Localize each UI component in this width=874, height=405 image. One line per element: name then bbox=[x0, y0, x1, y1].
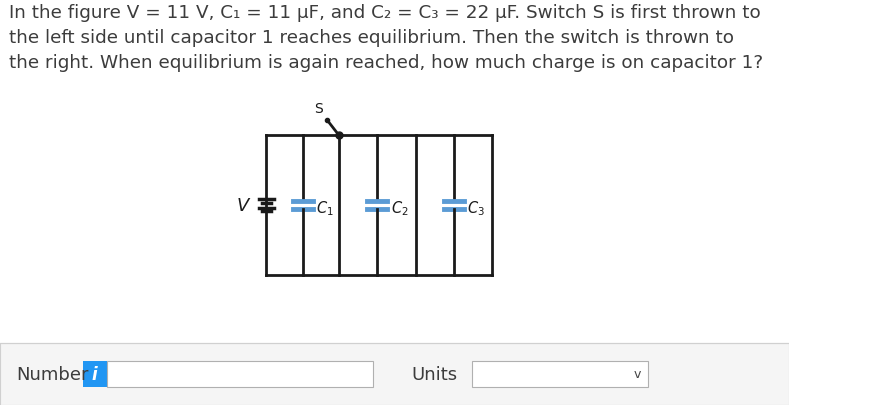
Bar bbox=[107, 361, 373, 387]
Text: $V$: $V$ bbox=[236, 196, 251, 215]
Bar bbox=[471, 361, 648, 387]
Text: S: S bbox=[314, 102, 323, 116]
Text: the left side until capacitor 1 reaches equilibrium. Then the switch is thrown t: the left side until capacitor 1 reaches … bbox=[9, 29, 734, 47]
Text: $C_2$: $C_2$ bbox=[391, 199, 408, 218]
Text: $C_3$: $C_3$ bbox=[468, 199, 485, 218]
Text: Number: Number bbox=[17, 365, 89, 383]
Bar bbox=[0, 343, 789, 405]
Text: v: v bbox=[633, 368, 641, 381]
Text: In the figure V = 11 V, C₁ = 11 μF, and C₂ = C₃ = 22 μF. Switch S is first throw: In the figure V = 11 V, C₁ = 11 μF, and … bbox=[9, 4, 760, 22]
Bar bbox=[83, 361, 107, 387]
Text: the right. When equilibrium is again reached, how much charge is on capacitor 1?: the right. When equilibrium is again rea… bbox=[9, 54, 763, 72]
Text: Units: Units bbox=[411, 365, 457, 383]
Text: i: i bbox=[92, 365, 98, 383]
Text: $C_1$: $C_1$ bbox=[316, 199, 334, 218]
